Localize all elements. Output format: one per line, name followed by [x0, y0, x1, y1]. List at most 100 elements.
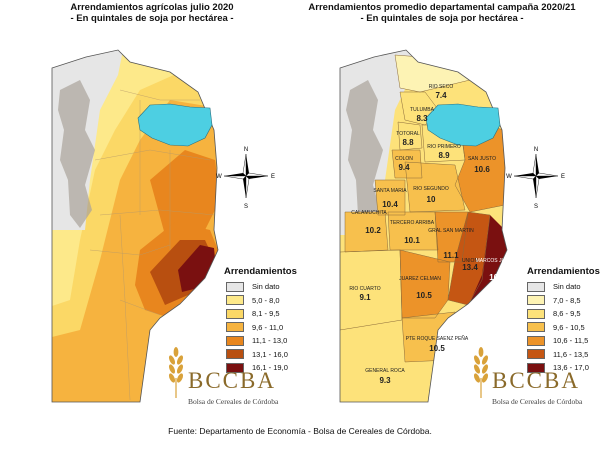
label-union-value: 13.4	[462, 263, 478, 272]
legend-label: Sin dato	[252, 282, 280, 292]
label-marcos-juarez-value: 16.4	[489, 273, 505, 282]
legend-label: Sin dato	[553, 282, 581, 292]
map2-compass-e: E	[561, 174, 565, 180]
source-footer: Fuente: Departamento de Economía - Bolsa…	[168, 426, 432, 436]
legend-item: 11,6 - 13,5	[527, 348, 589, 362]
map2-sierras-relief	[346, 80, 383, 228]
map2-logo-subtitle: Bolsa de Cereales de Córdoba	[492, 397, 583, 406]
map1-compass-rose: N S E W	[216, 147, 275, 210]
legend-label: 5,0 - 8,0	[252, 295, 280, 305]
label-gral-san-martin-name: GRAL SAN MARTIN	[428, 228, 474, 234]
legend-label: 8,6 - 9,5	[553, 309, 581, 319]
legend-swatch	[527, 335, 545, 346]
map2-compass-s: S	[534, 204, 538, 210]
legend-item: 7,0 - 8,5	[527, 294, 589, 308]
label-san-justo-name: SAN JUSTO	[468, 156, 496, 162]
legend-item: 9,6 - 11,0	[226, 321, 288, 335]
legend-item: 8,6 - 9,5	[527, 307, 589, 321]
label-santa-maria-value: 10.4	[382, 200, 398, 209]
legend-item: 9,6 - 10,5	[527, 321, 589, 335]
map1-title-line2: - En quintales de soja por hectárea -	[70, 13, 234, 24]
legend-swatch	[527, 362, 545, 373]
legend-label: 13,1 - 16,0	[252, 349, 288, 359]
legend-item: 10,6 - 11,5	[527, 334, 589, 348]
label-pte-roque-saenz-pena-value: 10.5	[429, 344, 445, 353]
map1-compass-n: N	[244, 147, 248, 153]
map2-mar-chiquita-lake	[425, 103, 501, 147]
legend-swatch	[527, 349, 545, 360]
label-gral-san-martin-value: 11.1	[443, 251, 459, 260]
map2: RIO SECO 7.4 TULUMBA 8.3 TOTORAL 8.8 RIO…	[339, 49, 518, 403]
map2-legend: Sin dato 7,0 - 8,5 8,6 - 9,5 9,6 - 10,5 10,6…	[527, 280, 589, 375]
label-juarez-celman-name: JUAREZ CELMAN	[399, 276, 441, 282]
label-totoral-name: TOTORAL	[396, 131, 420, 137]
label-san-justo-value: 10.6	[474, 165, 490, 174]
map2-compass-w: W	[506, 174, 512, 180]
legend-label: 11,1 - 13,0	[252, 336, 288, 346]
map1-sierras-relief	[58, 80, 95, 228]
legend-swatch	[226, 295, 244, 306]
map1-legend: Sin dato 5,0 - 8,0 8,1 - 9,5 9,6 - 11,0 11,1…	[226, 280, 288, 375]
label-rio-primero-value: 8.9	[438, 151, 450, 160]
map1-mar-chiquita-lake	[137, 103, 213, 147]
map2-compass-rose: N S E W	[506, 147, 565, 210]
legend-swatch	[527, 281, 545, 292]
label-rio-segundo-name: RIO SEGUNDO	[413, 186, 449, 192]
legend-swatch	[226, 362, 244, 373]
label-tercero-arriba-name: TERCERO ARRIBA	[390, 220, 435, 226]
map2-legend-title: Arrendamientos	[527, 266, 600, 277]
map2-title-line2: - En quintales de soja por hectárea -	[360, 13, 524, 24]
label-colon-name: COLON	[395, 156, 413, 162]
map1-dept-lines	[89, 89, 216, 401]
map2-dept-rio-cuarto	[340, 250, 402, 330]
label-juarez-celman-value: 10.5	[416, 291, 432, 300]
legend-item: Sin dato	[226, 280, 288, 294]
legend-label: 9,6 - 11,0	[252, 322, 284, 332]
map1	[51, 49, 219, 403]
legend-label: 10,6 - 11,5	[553, 336, 589, 346]
map2-wheat-logo-icon	[473, 347, 489, 398]
map2-departments	[340, 50, 507, 402]
map2-dept-santa-maria	[375, 180, 405, 215]
map1-province-outline	[51, 49, 219, 403]
map2-title-line1: Arrendamientos promedio departamental ca…	[308, 2, 576, 13]
label-calamuchita-value: 10.2	[365, 226, 381, 235]
label-rio-cuarto-value: 9.1	[359, 293, 371, 302]
map2-dept-general-roca	[340, 322, 450, 402]
map2-dept-totoral	[398, 122, 422, 150]
label-general-roca-name: GENERAL ROCA	[365, 368, 405, 374]
legend-item: 8,1 - 9,5	[226, 307, 288, 321]
map1-zones	[52, 50, 218, 402]
map2-dept-juarez-celman	[400, 250, 450, 318]
map1-title: Arrendamientos agrícolas julio 2020 - En…	[52, 2, 252, 24]
map1-compass-s: S	[244, 204, 248, 210]
map1-logo-subtitle: Bolsa de Cereales de Córdoba	[188, 397, 279, 406]
label-union-name: UNION	[462, 258, 479, 264]
label-totoral-value: 8.8	[402, 138, 414, 147]
legend-item: 11,1 - 13,0	[226, 334, 288, 348]
map2-labels: RIO SECO 7.4 TULUMBA 8.3 TOTORAL 8.8 RIO…	[349, 84, 518, 385]
label-tulumba-name: TULUMBA	[410, 107, 435, 113]
map1-compass-w: W	[216, 174, 222, 180]
legend-swatch	[527, 308, 545, 319]
legend-swatch	[226, 322, 244, 333]
label-colon-value: 9.4	[398, 163, 410, 172]
map1-logo-text: BCCBA	[188, 368, 276, 393]
map1-title-line1: Arrendamientos agrícolas julio 2020	[70, 2, 234, 13]
label-rio-seco-name: RIO SECO	[429, 84, 454, 90]
legend-item: 13,6 - 17,0	[527, 361, 589, 375]
label-pte-roque-saenz-pena-name: PTE ROQUE SAENZ PEÑA	[406, 335, 469, 342]
label-general-roca-value: 9.3	[379, 376, 391, 385]
map2-dept-marcos-juarez	[470, 215, 507, 302]
legend-swatch	[226, 281, 244, 292]
map1-zone-16-1-19	[178, 245, 216, 292]
legend-item: Sin dato	[527, 280, 589, 294]
label-marcos-juarez-name: MARCOS JUAREZ	[476, 258, 519, 264]
label-calamuchita-name: CALAMUCHITA	[351, 210, 387, 216]
map2-dept-tercero-arriba	[388, 212, 438, 250]
legend-swatch	[226, 308, 244, 319]
map1-wheat-logo-icon	[168, 347, 184, 398]
map1-zone-11-1-13-east	[150, 150, 218, 250]
legend-swatch	[527, 322, 545, 333]
